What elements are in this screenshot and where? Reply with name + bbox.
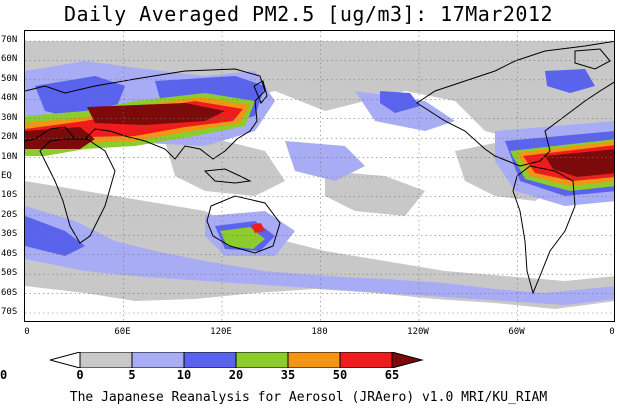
lat-tick-label: 30N xyxy=(1,112,18,123)
lat-tick-label: 20S xyxy=(1,209,18,220)
colorbar-tick-label: 0 xyxy=(76,368,84,382)
lon-tick-label: 120W xyxy=(407,327,429,337)
colorbar-tick-label: 65 xyxy=(384,368,400,382)
colorbar-arrow-low xyxy=(50,352,81,368)
map-canvas xyxy=(25,31,614,321)
grid-lines xyxy=(25,31,614,321)
colorbar-tick-label: 10 xyxy=(176,368,192,382)
lat-tick-label: 70S xyxy=(1,307,18,317)
lat-tick-label: 60N xyxy=(1,54,18,65)
colorbar-segment xyxy=(79,352,133,368)
lat-tick-label: 50S xyxy=(1,268,18,279)
colorbar-segment xyxy=(235,352,289,368)
lon-tick-label: 120E xyxy=(210,327,232,337)
lat-tick-label: 40N xyxy=(1,93,18,104)
map-title: Daily Averaged PM2.5 [ug/m3]: 17Mar2012 xyxy=(63,2,554,26)
colorbar-segment xyxy=(183,352,237,368)
lat-tick-label: 40S xyxy=(1,248,18,259)
colorbar-tick-label: 50 xyxy=(332,368,348,382)
lon-tick-label: 180 xyxy=(311,327,328,337)
lon-tick-label: 0 xyxy=(24,327,30,337)
lat-tick-label: 10S xyxy=(1,190,18,201)
caption: The Japanese Reanalysis for Aerosol (JRA… xyxy=(69,390,548,405)
lon-tick-label: 60W xyxy=(508,327,525,337)
lat-tick-label: 30S xyxy=(1,229,18,240)
colorbar-arrow-high xyxy=(391,352,424,368)
lat-tick-label: 60S xyxy=(1,287,18,298)
lat-tick-label: 10N xyxy=(1,151,18,162)
colorbar-tick-label: 35 xyxy=(280,368,296,382)
lon-tick-label: 60E xyxy=(114,327,131,337)
colorbar-tick-label: 20 xyxy=(228,368,244,382)
colorbar-segment xyxy=(131,352,185,368)
colorbar-tick-label: 5 xyxy=(128,368,136,382)
lat-tick-label: 50N xyxy=(1,73,18,84)
lat-tick-label: 20N xyxy=(1,132,18,143)
lon-tick-label: 0 xyxy=(609,327,615,337)
colorbar-tick-label: 80 xyxy=(0,368,8,382)
pm25-map xyxy=(24,30,615,322)
colorbar-segment xyxy=(287,352,341,368)
lat-tick-label: EQ xyxy=(1,171,12,181)
lat-tick-label: 70N xyxy=(1,35,18,45)
colorbar xyxy=(50,352,424,368)
layer-darkred xyxy=(25,103,614,177)
colorbar-segment xyxy=(339,352,393,368)
